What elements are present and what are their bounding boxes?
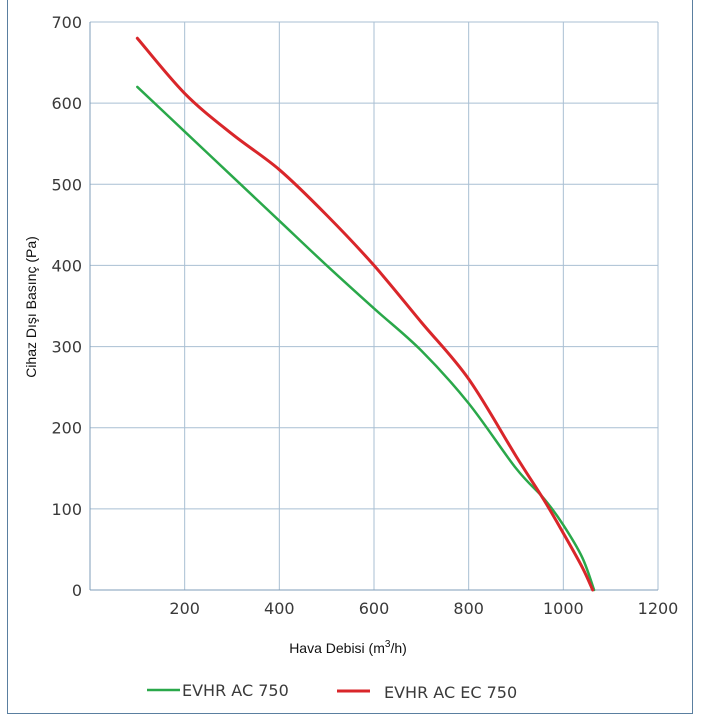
x-axis-ticks: 200 400 600 800 1000 1200	[169, 599, 678, 618]
y-tick-label: 700	[51, 13, 82, 32]
y-tick-label: 100	[51, 500, 82, 519]
y-tick-label: 0	[72, 581, 82, 600]
x-tick-label: 400	[264, 599, 295, 618]
chart-frame	[7, 0, 693, 714]
y-tick-label: 300	[51, 338, 82, 357]
y-tick-label: 400	[51, 256, 82, 275]
x-tick-label: 200	[169, 599, 200, 618]
y-tick-label: 500	[51, 175, 82, 194]
y-axis-label: Cihaz Dışı Basınç (Pa)	[23, 236, 39, 378]
x-tick-label: 800	[453, 599, 484, 618]
legend-label-evhr-ac-750: EVHR AC 750	[182, 681, 289, 700]
y-tick-label: 600	[51, 94, 82, 113]
x-tick-label: 600	[359, 599, 390, 618]
series-lines	[135, 36, 596, 592]
grid	[90, 21, 659, 591]
x-tick-label: 1200	[638, 599, 679, 618]
plot-border	[89, 22, 658, 591]
y-tick-label: 200	[51, 419, 82, 438]
x-axis-label: Hava Debisi (m3/h)	[289, 639, 407, 656]
x-axis-label-tail: /h)	[390, 640, 406, 656]
x-axis-label-superscript: 3	[385, 639, 391, 650]
legend: EVHR AC 750 EVHR AC EC 750	[147, 681, 517, 702]
x-axis-label-main: Hava Debisi (m	[289, 640, 385, 656]
y-axis-ticks: 0 100 200 300 400 500 600 700	[51, 13, 82, 600]
series-line-evhr-ac-750	[136, 85, 596, 592]
legend-label-evhr-ac-ec-750: EVHR AC EC 750	[384, 683, 517, 702]
x-tick-label: 1000	[543, 599, 584, 618]
series-line-evhr-ac-ec-750	[135, 36, 595, 592]
